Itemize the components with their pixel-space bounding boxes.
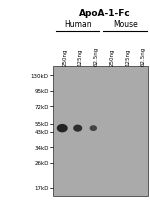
Ellipse shape xyxy=(57,124,68,133)
Text: 95kD: 95kD xyxy=(34,89,49,94)
Text: 55kD: 55kD xyxy=(34,122,49,127)
Text: 72kD: 72kD xyxy=(34,104,49,109)
Text: 17kD: 17kD xyxy=(34,185,49,190)
Ellipse shape xyxy=(73,125,82,132)
Text: 43kD: 43kD xyxy=(34,129,49,134)
Text: 130kD: 130kD xyxy=(31,73,49,78)
Text: Human: Human xyxy=(64,19,92,28)
Text: 62.5ng: 62.5ng xyxy=(93,47,98,66)
Text: 125ng: 125ng xyxy=(125,48,130,66)
Text: Mouse: Mouse xyxy=(113,19,138,28)
Text: 250ng: 250ng xyxy=(62,48,67,66)
Text: 26kD: 26kD xyxy=(34,161,49,166)
Bar xyxy=(52,67,148,196)
Ellipse shape xyxy=(90,126,97,131)
Text: 34kD: 34kD xyxy=(34,145,49,150)
Text: 250ng: 250ng xyxy=(110,48,114,66)
Text: 125ng: 125ng xyxy=(78,48,83,66)
Text: ApoA-1-Fc: ApoA-1-Fc xyxy=(79,8,130,17)
Text: 62.5ng: 62.5ng xyxy=(141,47,146,66)
